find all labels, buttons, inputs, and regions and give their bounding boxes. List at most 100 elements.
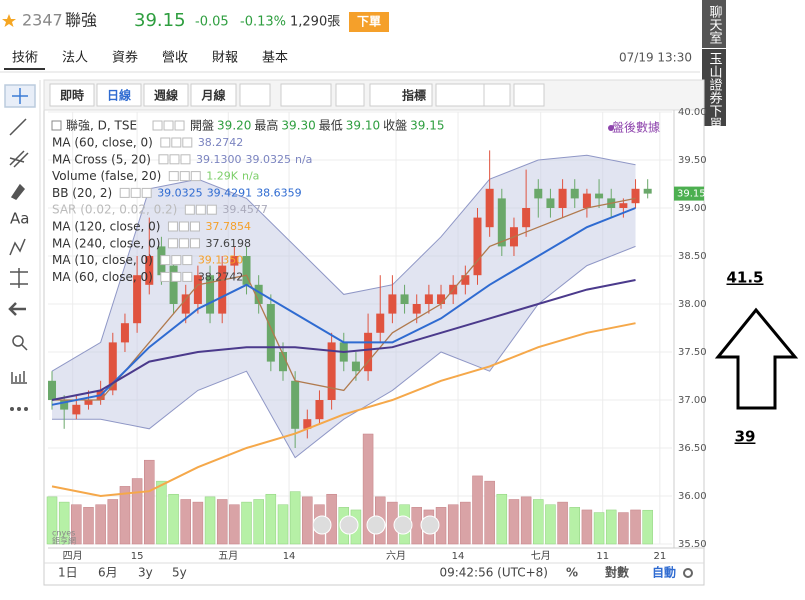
legend-button[interactable] <box>206 204 217 215</box>
order-tab-label[interactable]: 玉山證券下單 <box>707 52 723 130</box>
toolbar-icon-button[interactable] <box>239 83 271 107</box>
x-tick-label: 六月 <box>386 550 406 562</box>
more-tools[interactable] <box>10 407 28 411</box>
candle-body <box>643 188 652 194</box>
text-tool[interactable]: Aa <box>10 210 29 228</box>
brush-icon[interactable] <box>10 183 26 200</box>
zoom-icon[interactable] <box>12 335 24 347</box>
volume-bar <box>289 491 301 545</box>
candle-body <box>291 380 300 429</box>
y-tick-label: 36.50 <box>678 443 707 454</box>
legend-button[interactable] <box>169 154 180 165</box>
volume-bar <box>156 480 167 545</box>
legend-button[interactable] <box>160 137 171 148</box>
toolbar-button[interactable] <box>96 83 142 107</box>
star-icon[interactable] <box>2 14 16 27</box>
toolbar-icon-button[interactable] <box>335 83 365 107</box>
crosshair-icon[interactable] <box>12 88 28 104</box>
chat-tab[interactable] <box>702 0 726 48</box>
tab[interactable]: 基本 <box>262 51 288 66</box>
legend-button[interactable] <box>182 255 193 266</box>
volume-bar <box>533 499 544 545</box>
range-button[interactable]: 3y <box>138 566 153 580</box>
pattern-icon[interactable] <box>9 238 26 256</box>
range-button[interactable]: 5y <box>172 566 187 580</box>
x-tick-label: 14 <box>283 551 296 562</box>
tab[interactable]: 法人 <box>62 51 88 66</box>
order-button[interactable] <box>349 12 389 32</box>
trendline-icon[interactable] <box>9 118 27 136</box>
volume-bar <box>618 512 629 545</box>
toolbar-icon-button[interactable] <box>280 83 332 107</box>
legend-button[interactable] <box>160 255 171 266</box>
chat-tab-label[interactable]: 聊天室 <box>707 5 723 44</box>
tab[interactable]: 資券 <box>112 50 138 66</box>
settings-icon[interactable] <box>683 568 693 578</box>
candle-body <box>218 265 227 314</box>
legend-button[interactable] <box>182 271 193 282</box>
legend-button[interactable] <box>178 238 189 249</box>
toolbar-label[interactable]: 月線 <box>200 88 225 103</box>
range-button[interactable]: 1日 <box>58 566 78 580</box>
legend-row-value: n/a <box>295 153 312 166</box>
nav-buttons[interactable] <box>312 515 440 535</box>
toolbar-icon-button[interactable] <box>513 83 545 107</box>
legend-button[interactable] <box>179 171 190 182</box>
legend-button[interactable] <box>119 187 130 198</box>
legend-button[interactable] <box>189 238 200 249</box>
toolbar-button[interactable] <box>190 83 237 107</box>
legend-button[interactable] <box>130 187 141 198</box>
toolbar-button[interactable] <box>369 83 433 107</box>
legend-button[interactable] <box>174 120 185 131</box>
ruler-icon[interactable] <box>11 371 27 384</box>
y-tick-label: 37.00 <box>678 395 707 406</box>
legend-button[interactable] <box>167 221 178 232</box>
legend-button[interactable] <box>171 137 182 148</box>
legend-button[interactable] <box>195 204 206 215</box>
volume-bar <box>216 499 228 545</box>
toolbar-label[interactable]: 即時 <box>60 88 84 103</box>
order-tab[interactable] <box>702 49 726 126</box>
legend-button[interactable] <box>178 221 189 232</box>
legend-button[interactable] <box>141 187 152 198</box>
toolbar-button[interactable] <box>143 83 189 107</box>
toolbar-icon-button[interactable] <box>435 83 491 107</box>
ohlc-label: 開盤 <box>190 119 214 133</box>
toolbar-icon-button[interactable] <box>483 83 511 107</box>
toolbar-label[interactable]: 日線 <box>107 88 131 103</box>
legend-button[interactable] <box>189 221 200 232</box>
axis-option[interactable]: % <box>566 566 578 580</box>
toolbar-label[interactable]: 週線 <box>154 88 178 103</box>
legend: 聯強, D, TSE 開盤 39.20 最高 39.30 最低 39.10 收盤 39.15 MA… <box>51 118 445 284</box>
legend-row-name: BB (20, 2) <box>52 186 112 200</box>
legend-button[interactable] <box>152 120 163 131</box>
toolbar-label[interactable]: 指標 <box>402 88 426 103</box>
collapse-box[interactable] <box>51 120 62 131</box>
tab[interactable]: 營收 <box>162 51 188 66</box>
axis-option[interactable]: 自動 <box>652 565 676 580</box>
legend-button[interactable] <box>180 154 191 165</box>
legend-button[interactable] <box>171 255 182 266</box>
legend-button[interactable] <box>158 154 169 165</box>
axis-option[interactable]: 對數 <box>605 565 629 580</box>
legend-button[interactable] <box>160 271 171 282</box>
legend-button[interactable] <box>167 238 178 249</box>
legend-button[interactable] <box>190 171 201 182</box>
volume-bar <box>144 459 155 545</box>
order-button-label[interactable]: 下單 <box>357 15 381 29</box>
legend-button[interactable] <box>171 271 182 282</box>
tab[interactable]: 技術 <box>12 51 38 66</box>
remove-icon[interactable] <box>8 302 26 316</box>
measure-icon[interactable] <box>10 268 28 288</box>
zoom-handle[interactable] <box>21 344 28 351</box>
candle-body <box>48 380 57 400</box>
toolbar-button[interactable] <box>49 83 95 107</box>
tab[interactable]: 財報 <box>212 51 238 66</box>
range-button[interactable]: 6月 <box>98 566 118 580</box>
legend-button[interactable] <box>163 120 174 131</box>
fib-icon[interactable] <box>9 150 29 168</box>
legend-button[interactable] <box>184 204 195 215</box>
legend-button[interactable] <box>182 137 193 148</box>
legend-button[interactable] <box>168 171 179 182</box>
after-hours[interactable]: 盤後數據 <box>612 121 660 135</box>
